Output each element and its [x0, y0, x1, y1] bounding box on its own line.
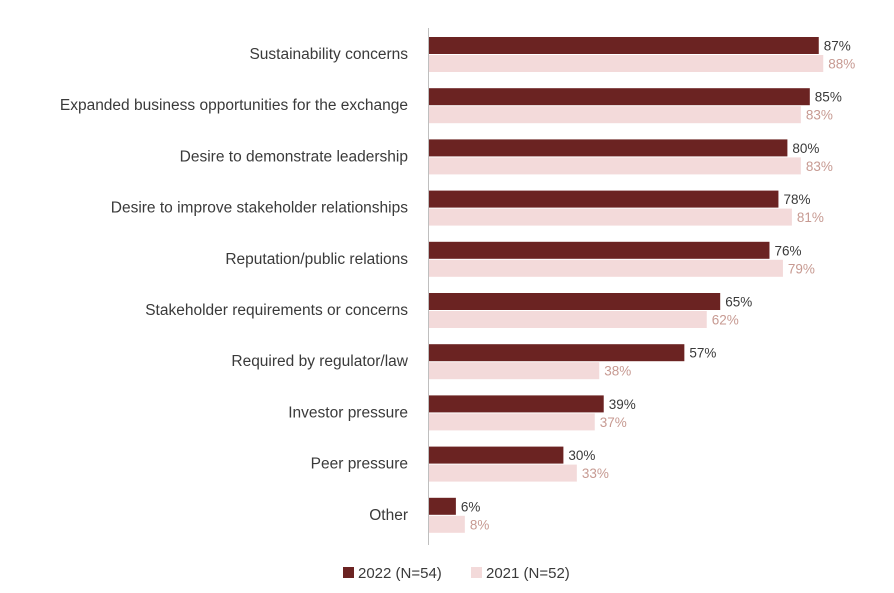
category-label-desire-to-improve-stakeholder-relationships: Desire to improve stakeholder relationsh… — [111, 200, 408, 217]
value-label-2022-stakeholder-requirements-or-concerns: 65% — [725, 295, 752, 310]
value-label-2021-peer-pressure: 33% — [582, 466, 609, 481]
bars-layer — [429, 37, 824, 533]
value-label-2022-required-by-regulator-law: 57% — [689, 346, 716, 361]
category-label-expanded-business-opportunities-for-the-exchange: Expanded business opportunities for the … — [60, 97, 408, 114]
bar-2021-desire-to-improve-stakeholder-relationships — [429, 208, 792, 226]
labels-layer: Sustainability concerns 87% 88% Expanded bu… — [60, 39, 855, 533]
bar-2022-desire-to-improve-stakeholder-relationships — [429, 190, 779, 208]
bar-2021-sustainability-concerns — [429, 55, 824, 72]
bar-2021-desire-to-demonstrate-leadership — [429, 157, 801, 175]
category-label-required-by-regulator-law: Required by regulator/law — [231, 353, 408, 370]
value-label-2021-reputation-public-relations: 79% — [788, 261, 815, 276]
bar-2022-required-by-regulator-law — [429, 344, 685, 362]
value-label-2021-desire-to-improve-stakeholder-relationships: 81% — [797, 210, 824, 225]
category-label-sustainability-concerns: Sustainability concerns — [249, 46, 408, 63]
value-label-2022-desire-to-improve-stakeholder-relationships: 78% — [783, 192, 810, 207]
bar-2022-sustainability-concerns — [429, 37, 819, 54]
bar-2022-peer-pressure — [429, 446, 564, 464]
legend-swatch-2022 — [343, 567, 354, 578]
bar-2021-other — [429, 515, 465, 533]
bar-2022-reputation-public-relations — [429, 241, 770, 259]
legend-label-2022: 2022 (N=54) — [358, 565, 442, 582]
value-label-2022-peer-pressure: 30% — [568, 448, 595, 463]
bar-2022-expanded-business-opportunities-for-the-exchange — [429, 88, 810, 106]
category-label-investor-pressure: Investor pressure — [288, 404, 408, 421]
category-label-stakeholder-requirements-or-concerns: Stakeholder requirements or concerns — [145, 302, 408, 319]
bar-2021-investor-pressure — [429, 413, 595, 431]
value-label-2021-stakeholder-requirements-or-concerns: 62% — [712, 313, 739, 328]
bar-2021-required-by-regulator-law — [429, 362, 600, 380]
value-label-2022-investor-pressure: 39% — [609, 397, 636, 412]
bar-2022-other — [429, 497, 456, 515]
bar-2022-desire-to-demonstrate-leadership — [429, 139, 788, 157]
value-label-2021-investor-pressure: 37% — [600, 415, 627, 430]
value-label-2021-desire-to-demonstrate-leadership: 83% — [806, 159, 833, 174]
legend-label-2021: 2021 (N=52) — [486, 565, 570, 582]
category-label-reputation-public-relations: Reputation/public relations — [225, 251, 408, 268]
value-label-2021-sustainability-concerns: 88% — [828, 57, 855, 72]
legend: 2022 (N=54) 2021 (N=52) — [343, 565, 570, 582]
bar-2022-investor-pressure — [429, 395, 604, 413]
bar-2021-expanded-business-opportunities-for-the-exchange — [429, 106, 801, 124]
legend-swatch-2021 — [471, 567, 482, 578]
bar-2021-reputation-public-relations — [429, 259, 783, 277]
value-label-2022-other: 6% — [461, 499, 481, 514]
category-label-other: Other — [369, 507, 408, 524]
value-label-2021-required-by-regulator-law: 38% — [604, 364, 631, 379]
value-label-2022-reputation-public-relations: 76% — [774, 243, 801, 258]
bar-2021-peer-pressure — [429, 464, 577, 482]
value-label-2021-other: 8% — [470, 517, 490, 532]
value-label-2022-desire-to-demonstrate-leadership: 80% — [792, 141, 819, 156]
value-label-2021-expanded-business-opportunities-for-the-exchange: 83% — [806, 108, 833, 123]
value-label-2022-expanded-business-opportunities-for-the-exchange: 85% — [815, 90, 842, 105]
bar-2022-stakeholder-requirements-or-concerns — [429, 293, 721, 310]
category-label-desire-to-demonstrate-leadership: Desire to demonstrate leadership — [180, 148, 408, 165]
category-label-peer-pressure: Peer pressure — [311, 456, 408, 473]
value-label-2022-sustainability-concerns: 87% — [824, 39, 851, 54]
bar-2021-stakeholder-requirements-or-concerns — [429, 311, 707, 328]
